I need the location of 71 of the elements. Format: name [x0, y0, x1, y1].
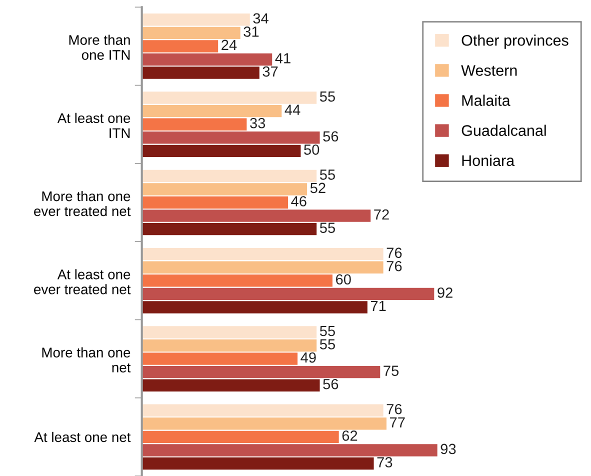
bar: [142, 53, 272, 66]
data-label: 76: [386, 248, 402, 258]
data-label: 56: [323, 378, 338, 390]
data-label: 56: [323, 131, 338, 142]
data-label: 55: [320, 326, 335, 336]
y-tick-label: At least one ITN: [57, 112, 130, 138]
y-tick-label: At least one net: [34, 432, 131, 442]
bar: [142, 352, 298, 365]
y-tick-label: At least one ever treated net: [34, 269, 131, 294]
legend-label: Guadalcanal: [462, 124, 546, 136]
data-label: 34: [253, 13, 268, 24]
bar: [142, 196, 288, 209]
data-label: 33: [250, 118, 266, 128]
data-label: 49: [300, 352, 316, 363]
data-label: 62: [342, 430, 358, 441]
data-label: 55: [320, 170, 335, 180]
bar: [142, 366, 380, 378]
bar: [142, 379, 320, 392]
bar: [142, 248, 384, 260]
bar: [142, 92, 317, 104]
bar: [142, 261, 384, 274]
legend-label: Western: [461, 65, 517, 76]
data-label: 93: [440, 444, 456, 454]
data-label: 37: [262, 66, 278, 77]
bar: [142, 222, 317, 236]
data-label: 55: [320, 339, 335, 350]
data-label: 92: [438, 288, 452, 298]
bar: [142, 183, 308, 196]
bar: [142, 326, 317, 338]
legend-label: Honiara: [462, 154, 515, 166]
bar: [142, 66, 260, 79]
data-label: 72: [374, 209, 389, 220]
bar: [142, 40, 218, 52]
legend-label: Other provinces: [462, 34, 568, 49]
bar: [142, 457, 374, 470]
y-tick-label: More than one ever treated net: [34, 190, 131, 216]
data-label: 24: [222, 40, 237, 50]
data-label: 52: [310, 182, 326, 194]
bar: [142, 288, 434, 300]
bar: [142, 118, 247, 130]
data-label: 55: [320, 92, 335, 102]
bar: [142, 404, 384, 416]
data-label: 55: [320, 222, 335, 233]
data-label: 76: [386, 260, 402, 272]
bar: [142, 339, 317, 352]
data-label: 73: [377, 457, 392, 468]
data-label: 60: [336, 274, 351, 285]
bar: [142, 430, 339, 444]
bar: [142, 170, 317, 182]
bar: [142, 144, 301, 158]
data-label: 75: [384, 366, 399, 376]
data-label: 41: [275, 53, 290, 64]
data-label: 31: [244, 26, 259, 37]
bar: [142, 210, 371, 222]
data-label: 50: [304, 144, 320, 155]
data-label: 44: [284, 104, 300, 115]
bar: [142, 301, 368, 314]
bar: [142, 14, 250, 26]
bar: [142, 418, 386, 430]
bar: [142, 444, 438, 456]
data-label: 46: [291, 196, 306, 206]
bar: [142, 26, 240, 40]
y-tick-label: More than one ITN: [69, 34, 130, 60]
legend-label: Malaita: [462, 94, 510, 106]
y-tick-label: More than one net: [42, 347, 131, 372]
data-label: 76: [386, 404, 402, 414]
data-label: 71: [370, 300, 386, 311]
bar: [142, 104, 282, 118]
bar: [142, 274, 332, 287]
data-label: 77: [390, 417, 405, 428]
bar: [142, 132, 320, 144]
